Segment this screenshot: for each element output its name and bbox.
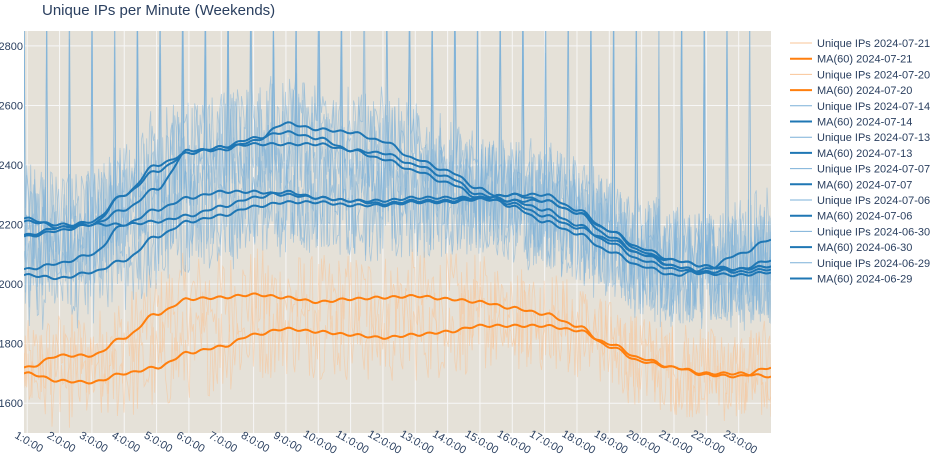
legend-item[interactable]: MA(60) 2024-07-14	[790, 117, 912, 129]
y-tick-label: 1600	[0, 398, 23, 410]
legend-item[interactable]: Unique IPs 2024-07-13	[790, 132, 930, 144]
x-tick-label: 4:0:00	[109, 430, 141, 456]
x-tick-label: 9:0:00	[271, 430, 303, 456]
legend-item[interactable]: Unique IPs 2024-07-06	[790, 195, 930, 207]
y-tick-label: 2200	[0, 220, 23, 232]
y-tick-label: 2000	[0, 279, 23, 291]
legend-item[interactable]: Unique IPs 2024-06-29	[790, 258, 930, 270]
legend-label: Unique IPs 2024-06-30	[817, 226, 930, 238]
y-tick-label: 2600	[0, 100, 23, 112]
legend-item[interactable]: MA(60) 2024-06-29	[790, 274, 912, 286]
legend-item[interactable]: MA(60) 2024-06-30	[790, 242, 912, 254]
series-raw-2024-07-20	[24, 279, 771, 428]
legend-label: MA(60) 2024-07-20	[817, 85, 912, 97]
legend-item[interactable]: Unique IPs 2024-07-21	[790, 38, 930, 50]
ma-series-layer	[24, 121, 771, 385]
series-ma-2024-07-13	[24, 121, 771, 277]
legend-item[interactable]: Unique IPs 2024-07-14	[790, 101, 930, 113]
y-tick-label: 1800	[0, 339, 23, 351]
legend-label: Unique IPs 2024-07-21	[817, 38, 930, 50]
legend-item[interactable]: MA(60) 2024-07-07	[790, 179, 912, 191]
x-tick-label: 7:0:00	[207, 430, 239, 456]
legend-label: MA(60) 2024-07-14	[817, 117, 912, 129]
legend-label: Unique IPs 2024-07-07	[817, 164, 930, 176]
legend-item[interactable]: MA(60) 2024-07-21	[790, 54, 912, 66]
series-raw-2024-07-21	[24, 248, 771, 422]
series-ma-2024-07-06	[24, 130, 771, 272]
x-tick-label: 8:0:00	[239, 430, 271, 456]
y-tick-label: 2800	[0, 41, 23, 53]
legend-item[interactable]: Unique IPs 2024-07-07	[790, 164, 930, 176]
legend-label: Unique IPs 2024-06-29	[817, 258, 930, 270]
legend-label: MA(60) 2024-07-07	[817, 179, 912, 191]
legend-label: MA(60) 2024-06-30	[817, 242, 912, 254]
legend[interactable]: Unique IPs 2024-07-21 MA(60) 2024-07-21 Un…	[790, 38, 930, 286]
legend-label: MA(60) 2024-07-21	[817, 54, 912, 66]
legend-item[interactable]: MA(60) 2024-07-06	[790, 211, 912, 223]
legend-label: Unique IPs 2024-07-14	[817, 101, 930, 113]
legend-label: MA(60) 2024-07-13	[817, 148, 912, 160]
series-ma-2024-07-20	[24, 323, 771, 385]
legend-label: Unique IPs 2024-07-20	[817, 69, 930, 81]
legend-label: MA(60) 2024-06-29	[817, 274, 912, 286]
y-axis: 1600 1800 2000 2200 2400 2600 2800	[0, 41, 23, 410]
legend-item[interactable]: MA(60) 2024-07-20	[790, 85, 912, 97]
x-tick-label: 2:0:00	[45, 430, 77, 456]
chart-title: Unique IPs per Minute (Weekends)	[42, 2, 276, 19]
x-tick-label: 1:0:00	[12, 430, 44, 456]
x-tick-label: 5:0:00	[142, 430, 174, 456]
legend-label: MA(60) 2024-07-06	[817, 211, 912, 223]
legend-label: Unique IPs 2024-07-13	[817, 132, 930, 144]
legend-item[interactable]: Unique IPs 2024-06-30	[790, 226, 930, 238]
x-tick-label: 6:0:00	[174, 430, 206, 456]
legend-label: Unique IPs 2024-07-06	[817, 195, 930, 207]
series-ma-2024-07-07	[24, 189, 771, 274]
series-ma-2024-06-30	[24, 197, 771, 281]
series-ma-2024-06-29	[24, 189, 771, 274]
legend-item[interactable]: Unique IPs 2024-07-20	[790, 69, 930, 81]
series-ma-2024-07-21	[24, 292, 771, 379]
series-raw-2024-06-29	[24, 31, 771, 328]
x-tick-label: 3:0:00	[77, 430, 109, 456]
y-tick-label: 2400	[0, 160, 23, 172]
series-raw-2024-07-06	[24, 31, 771, 323]
legend-item[interactable]: MA(60) 2024-07-13	[790, 148, 912, 160]
